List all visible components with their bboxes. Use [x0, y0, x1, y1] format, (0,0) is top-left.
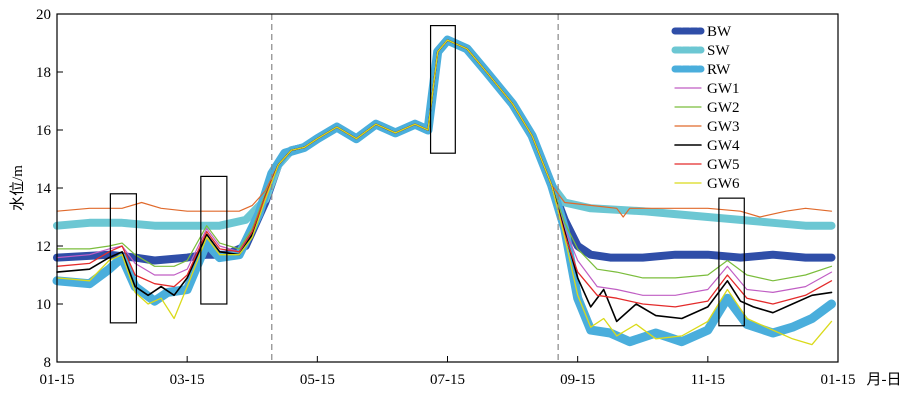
legend-label-gw5: GW5 [707, 157, 740, 173]
y-tick-label: 8 [44, 355, 52, 371]
x-tick-label: 01-15 [821, 372, 856, 388]
axes: 8 10 12 14 16 18 20 01-15 03-15 05-15 07-15 09-15 11… [36, 7, 856, 388]
x-axis-label: 月-日 [867, 372, 902, 388]
legend-label-gw4: GW4 [707, 138, 740, 154]
series-layer [52, 35, 836, 347]
highlight-box-3 [429, 25, 456, 154]
legend-item-rw: RW [671, 62, 731, 78]
legend-label-gw3: GW3 [707, 119, 740, 135]
highlight-box-2 [200, 175, 228, 305]
y-axis-label: 水位/m [9, 165, 26, 211]
x-tick-label: 05-15 [300, 372, 335, 388]
legend-item-gw4: GW4 [674, 138, 740, 154]
legend-item-gw1: GW1 [674, 81, 740, 97]
legend-label-gw1: GW1 [707, 81, 740, 97]
highlight-box-1 [109, 193, 138, 324]
legend-item-bw: BW [671, 24, 732, 40]
x-tick-label: 11-15 [691, 372, 725, 388]
x-tick-label: 09-15 [560, 372, 595, 388]
y-tick-label: 18 [36, 65, 51, 81]
highlight-box-4 [718, 197, 745, 327]
y-tick-label: 16 [36, 123, 52, 139]
x-tick-label: 01-15 [40, 372, 75, 388]
legend-item-gw2: GW2 [674, 100, 740, 116]
annotation-layer [109, 14, 745, 362]
x-tick-label: 07-15 [430, 372, 465, 388]
y-tick-label: 10 [36, 297, 51, 313]
legend-label-gw2: GW2 [707, 100, 740, 116]
legend-label-sw: SW [707, 43, 730, 59]
legend-label-bw: BW [707, 24, 732, 40]
legend: BW SW RW GW1 GW2 GW3 GW4 GW5 GW6 [671, 24, 740, 192]
legend-label-gw6: GW6 [707, 176, 740, 192]
series-line-gw6 [56, 39, 833, 346]
legend-item-gw3: GW3 [674, 119, 740, 135]
y-tick-label: 14 [36, 181, 52, 197]
legend-item-gw6: GW6 [674, 176, 740, 192]
y-tick-label: 20 [36, 7, 51, 23]
legend-label-rw: RW [707, 62, 731, 78]
legend-item-gw5: GW5 [674, 157, 740, 173]
y-tick-label: 12 [36, 239, 51, 255]
legend-item-sw: SW [671, 43, 730, 59]
x-tick-label: 03-15 [170, 372, 205, 388]
